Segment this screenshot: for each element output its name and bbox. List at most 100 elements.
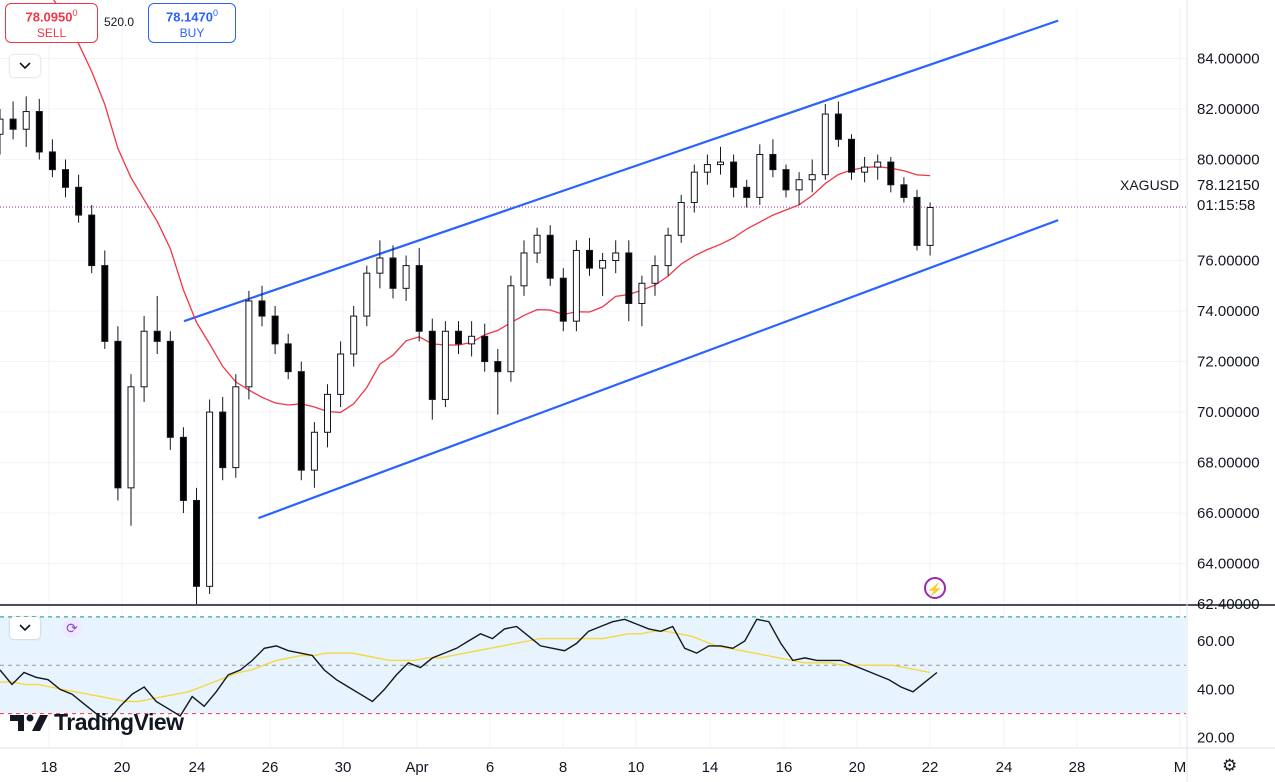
- candle-down: [481, 335, 489, 363]
- candle-down: [782, 169, 790, 191]
- candle-down: [494, 361, 502, 373]
- chevron-down-icon: [19, 62, 31, 70]
- sell-button[interactable]: 78.09500 SELL: [5, 3, 98, 43]
- price-tick-label: 72.00000: [1197, 354, 1260, 371]
- buy-price: 78.14700: [165, 8, 218, 25]
- candlestick-series: [0, 96, 934, 604]
- candle-down: [743, 186, 751, 198]
- rsi-ma-line: [0, 630, 931, 703]
- candle-up: [337, 353, 345, 395]
- price-tick-label: 70.00000: [1197, 404, 1260, 421]
- time-tick-label: 24: [189, 759, 206, 776]
- time-tick-label: 20: [849, 759, 866, 776]
- candle-down: [166, 340, 174, 438]
- brand-name: TradingView: [54, 709, 184, 735]
- candle-down: [834, 113, 842, 140]
- candle-up: [756, 153, 764, 198]
- time-tick-label: 10: [628, 759, 645, 776]
- candle-down: [455, 330, 462, 345]
- settings-icon[interactable]: ⚙: [1222, 756, 1238, 775]
- candle-down: [559, 277, 567, 322]
- bar-countdown: 01:15:58: [1197, 197, 1255, 214]
- chart-menu-button[interactable]: [10, 55, 40, 77]
- symbol-label: XAGUSD: [1120, 177, 1179, 193]
- candle-up: [926, 207, 934, 246]
- candle-down: [258, 300, 266, 317]
- tradingview-logo-icon: [10, 714, 48, 731]
- candle-up: [808, 174, 816, 181]
- candle-up: [402, 265, 410, 289]
- candle-up: [127, 386, 135, 489]
- time-tick-label: 26: [262, 759, 279, 776]
- candle-down: [900, 184, 908, 198]
- candle-up: [206, 411, 214, 587]
- time-axis: 18 20 24 26 30 Apr 6 8 10 14 16 20 22 24 28 M: [41, 759, 1187, 776]
- price-tick-label: 80.00000: [1197, 152, 1260, 169]
- buy-button[interactable]: 78.14700 BUY: [148, 3, 236, 43]
- candle-up: [468, 335, 476, 345]
- candle-up: [795, 179, 803, 191]
- candle-up: [703, 164, 711, 173]
- candle-up: [664, 234, 672, 267]
- time-tick-label: Apr: [405, 759, 428, 776]
- candle-down: [101, 265, 109, 342]
- candle-up: [363, 272, 371, 317]
- candle-down: [153, 330, 161, 342]
- time-tick-label: 16: [776, 759, 793, 776]
- price-tick-label: 66.00000: [1197, 505, 1260, 522]
- candle-up: [507, 285, 515, 373]
- tradingview-logo[interactable]: TradingView: [10, 709, 184, 736]
- candle-up: [612, 252, 620, 262]
- candle-down: [887, 161, 895, 186]
- candle-down: [730, 161, 738, 188]
- price-tick-label: 64.00000: [1197, 556, 1260, 573]
- time-tick-label: 8: [559, 759, 567, 776]
- candle-up: [520, 252, 528, 287]
- price-tick-label: 76.00000: [1197, 253, 1260, 270]
- candle-up: [0, 118, 4, 135]
- rsi-tick-label: 40.00: [1197, 681, 1235, 698]
- sell-label: SELL: [36, 26, 67, 41]
- candle-up: [638, 282, 646, 304]
- candle-down: [586, 249, 593, 269]
- time-tick-label: 6: [486, 759, 494, 776]
- time-tick-label: M: [1174, 759, 1187, 776]
- candle-up: [651, 265, 659, 284]
- channel-lower-line: [258, 219, 1059, 520]
- candle-down: [88, 214, 96, 267]
- price-tick-label: 68.00000: [1197, 455, 1260, 472]
- candle-down: [848, 138, 855, 173]
- candle-down: [284, 343, 292, 373]
- candle-up: [599, 260, 607, 269]
- refresh-icon[interactable]: ⟳: [62, 618, 82, 638]
- rsi-pane: 60.00 40.00 20.00: [0, 616, 1235, 747]
- candle-up: [717, 161, 724, 166]
- candle-up: [821, 113, 829, 176]
- flash-icon[interactable]: ⚡: [924, 577, 946, 599]
- candle-up: [324, 393, 331, 433]
- candle-down: [415, 265, 423, 332]
- sell-price: 78.09500: [25, 8, 78, 25]
- time-tick-label: 24: [996, 759, 1013, 776]
- indicator-menu-button[interactable]: [10, 617, 40, 639]
- time-tick-label: 14: [702, 759, 719, 776]
- price-axis: 84.00000 82.00000 80.00000 76.00000 74.00000…: [1197, 51, 1260, 613]
- candle-down: [769, 153, 777, 171]
- candle-down: [913, 196, 921, 246]
- candle-up: [874, 161, 882, 168]
- time-tick-label: 22: [922, 759, 939, 776]
- candle-up: [232, 386, 240, 469]
- candle-down: [62, 169, 69, 188]
- trend-channel: [183, 19, 1059, 520]
- time-tick-label: 28: [1069, 759, 1086, 776]
- rsi-tick-label: 20.00: [1197, 730, 1235, 747]
- candle-down: [546, 234, 554, 279]
- price-tick-label: 82.00000: [1197, 101, 1260, 118]
- candle-down: [428, 330, 436, 400]
- candle-up: [441, 330, 449, 400]
- candle-down: [219, 411, 227, 469]
- candle-down: [271, 315, 279, 345]
- candle-up: [677, 201, 685, 236]
- candle-down: [625, 252, 633, 304]
